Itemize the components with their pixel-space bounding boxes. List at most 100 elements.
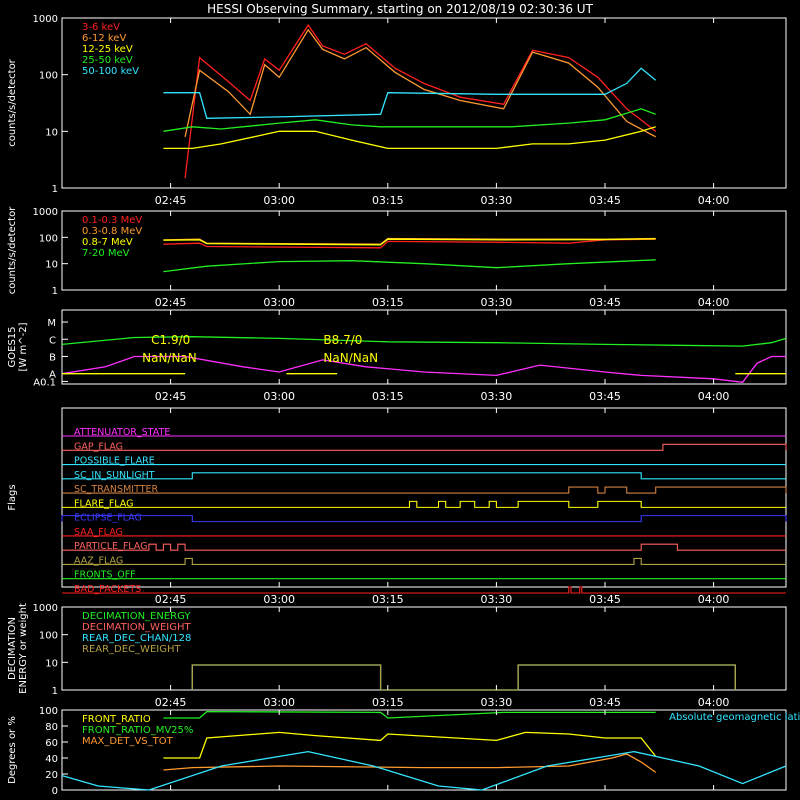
flag-trace (62, 443, 787, 451)
flags-xtick-label: 03:00 (263, 593, 295, 606)
flags-xtick-label: 02:45 (155, 593, 187, 606)
flag-label: PARTICLE_FLAG (74, 541, 147, 552)
decimation-xtick-label: 04:00 (698, 696, 730, 709)
high-energy-ylabel: counts/s/detector (7, 206, 18, 294)
decimation-ytick-label: 1 (52, 686, 58, 697)
high-energy-xtick-label: 04:00 (698, 296, 730, 309)
ratios-ytick-label: 80 (45, 722, 58, 733)
decimation-legend-entry: DECIMATION_WEIGHT (82, 622, 191, 633)
count-rates-xtick-label: 03:15 (372, 194, 404, 207)
count-rates-xtick-label: 04:00 (698, 194, 730, 207)
flag-label: BAD_PACKETS (74, 584, 141, 595)
goes-xtick-label: 02:45 (155, 390, 187, 403)
ratios-series-line (163, 710, 656, 719)
high-energy-legend-entry: 7-20 MeV (82, 248, 130, 259)
goes-xtick-label: 03:00 (263, 390, 295, 403)
ratios-annotation: Absolute geomagnetic latitude (669, 712, 800, 723)
decimation-ytick-label: 10 (45, 658, 58, 669)
count-rates-series-line (163, 108, 656, 132)
flags-xtick-label: 03:45 (589, 593, 621, 606)
high-energy-series-line (163, 238, 656, 249)
high-energy-ytick-label: 10 (45, 260, 58, 271)
count-rates-series-line (163, 126, 656, 150)
decimation-legend-entry: REAR_DEC_WEIGHT (82, 644, 181, 655)
flag-label: AAZ_FLAG (74, 555, 123, 566)
ratios-ytick-label: 40 (45, 754, 58, 765)
goes-ytick-label: M (47, 318, 56, 329)
flag-label: ECLIPSE_FLAG (74, 513, 142, 524)
decimation-xtick-label: 03:15 (372, 696, 404, 709)
goes-ylabel: GOES15 (7, 326, 18, 367)
count-rates-xtick-label: 03:45 (589, 194, 621, 207)
ratios-frame (61, 709, 787, 791)
high-energy-xtick-label: 03:45 (589, 296, 621, 309)
flags-ylabel: Flags (7, 484, 18, 510)
count-rates-legend-entry: 50-100 keV (82, 66, 139, 77)
high-energy-series-line (163, 259, 656, 273)
flags-xtick-label: 03:30 (481, 593, 513, 606)
count-rates-legend-entry: 12-25 keV (82, 44, 133, 55)
high-energy-ytick-label: 1 (52, 286, 58, 297)
count-rates-ylabel: counts/s/detector (7, 58, 18, 146)
goes-series-line (61, 355, 786, 383)
flag-trace (62, 557, 786, 566)
high-energy-legend-entry: 0.8-7 MeV (82, 237, 133, 248)
count-rates-ytick-label: 10 (45, 127, 58, 138)
goes-xtick-label: 03:30 (481, 390, 513, 403)
decimation-ytick-label: 1000 (33, 603, 58, 614)
ratios-ytick-label: 100 (39, 706, 58, 717)
count-rates-frame (61, 17, 787, 189)
flag-label: SC_TRANSMITTER (74, 484, 159, 495)
goes-annotation: B8.7/0 (323, 333, 362, 347)
high-energy-ytick-label: 100 (39, 233, 58, 244)
count-rates-xtick-label: 03:00 (263, 194, 295, 207)
goes-frame (61, 309, 787, 385)
ratios-legend-entry: FRONT_RATIO_MV25% (82, 725, 193, 736)
count-rates-legend-entry: 25-50 keV (82, 55, 133, 66)
count-rates-series-line (163, 67, 657, 119)
goes-xtick-label: 04:00 (698, 390, 730, 403)
flag-trace (62, 543, 786, 551)
goes-ylabel: [W m^-2] (18, 322, 29, 371)
ratios-series-line (163, 753, 657, 773)
ratios-ytick-label: 60 (45, 738, 58, 749)
count-rates-series-line (184, 23, 657, 179)
flags-frame (61, 407, 787, 588)
flag-label: GAP_FLAG (74, 441, 123, 452)
decimation-ytick-label: 100 (39, 631, 58, 642)
flag-label: SC_IN_SUNLIGHT (74, 470, 155, 481)
high-energy-legend-entry: 0.1-0.3 MeV (82, 215, 142, 226)
decimation-legend-entry: REAR_DEC_CHAN/128 (82, 633, 191, 644)
flag-label: FLARE_FLAG (74, 498, 134, 509)
goes-annotation: C1.9/0 (151, 333, 190, 347)
figure-title: HESSI Observing Summary, starting on 201… (207, 2, 593, 16)
count-rates-xtick-label: 02:45 (155, 194, 187, 207)
ratios-legend-entry: FRONT_RATIO (82, 714, 151, 725)
goes-annotation: NaN/NaN (323, 351, 378, 365)
goes-ytick-label: A0.1 (33, 377, 56, 388)
flag-label: POSSIBLE_FLARE (74, 456, 155, 467)
ratios-series-line (61, 750, 787, 791)
ratios-ytick-label: 20 (45, 770, 58, 781)
decimation-xtick-label: 03:30 (481, 696, 513, 709)
flag-label: ATTENUATOR_STATE (74, 427, 170, 438)
high-energy-xtick-label: 03:00 (263, 296, 295, 309)
decimation-legend-entry: DECIMATION_ENERGY (82, 611, 191, 622)
high-energy-frame (61, 210, 787, 291)
decimation-xtick-label: 03:00 (263, 696, 295, 709)
high-energy-series-line (163, 238, 656, 246)
goes-xtick-label: 03:45 (589, 390, 621, 403)
decimation-ylabel: ENERGY or weight (18, 603, 29, 694)
flag-label: FRONTS_OFF (74, 570, 136, 581)
goes-ytick-label: A (49, 370, 56, 381)
decimation-ylabel: DECIMATION (7, 617, 18, 680)
flag-trace (62, 472, 786, 480)
count-rates-legend-entry: 6-12 keV (82, 33, 126, 44)
decimation-series-line (191, 664, 736, 691)
high-energy-xtick-label: 03:15 (372, 296, 404, 309)
flag-trace (62, 486, 787, 494)
flag-trace (61, 515, 787, 523)
ratios-ylabel: Degrees or % (7, 716, 18, 784)
